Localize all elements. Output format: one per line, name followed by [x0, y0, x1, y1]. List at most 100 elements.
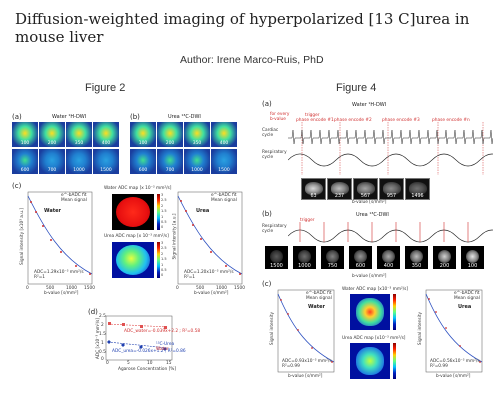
fig2-d-ytick-0: 2.5: [99, 314, 106, 319]
colorbar-tick: 0: [161, 225, 164, 230]
colorbar-tick: 3: [161, 241, 164, 245]
colorbar-tick: 0.5: [161, 220, 167, 224]
fig4-right-legend-mean: Mean signal: [454, 296, 480, 301]
fig2-agarose-plot: ADC_water=-0.039x+2.2 ; R²=0.58 ADC_urea…: [94, 314, 200, 374]
fig2-right-xlabel: b-value [s/mm²]: [194, 291, 229, 296]
fig4-cardiac-resp-timeline: [288, 122, 493, 175]
fig4-right-plot-title: Urea: [458, 304, 472, 310]
colorbar-tick: 2.5: [161, 246, 167, 251]
fig2-water-decay-svg: [27, 191, 93, 285]
fig4-cardiac-label: Cardiac cycle: [262, 128, 279, 138]
fig4-urea-decay-svg: [425, 289, 483, 373]
mri-slice: 957: [379, 178, 404, 200]
fig4-urea-adc-map: [350, 343, 390, 379]
fig2-left-xtick-3: 1500: [84, 286, 95, 291]
fig4-trigger-a: trigger: [305, 113, 320, 118]
urea-slice: 400: [377, 246, 400, 269]
dwi-tile-bvalue: 1500: [100, 168, 112, 173]
fig2-right-xtick-0: 0: [176, 286, 179, 291]
fig4-water-adc-liver: [356, 298, 384, 326]
urea-bvalue: 1500: [270, 263, 283, 269]
fig2-colorbar-top: [157, 194, 160, 230]
urea-bvalue: 600: [355, 263, 366, 269]
fig4-panel-a-label: (a): [262, 100, 272, 108]
fig2-left-legend-fit: e^-bADC fit: [61, 193, 87, 198]
fig4-water-decay-plot: e^-bADC fit Mean signal Water ADC=0.93x1…: [268, 286, 338, 382]
dwi-tile-bvalue: 200: [165, 141, 175, 146]
urea-slice: 200: [433, 246, 456, 269]
dwi-tile: 1000: [66, 149, 92, 174]
fig2-left-xtick-1: 500: [46, 286, 55, 291]
mri-slice: 63: [301, 178, 326, 200]
fig2-right-plot-title: Urea: [196, 208, 210, 214]
fig4-water-adc-map: [350, 294, 390, 330]
colorbar-tick: 1.5: [161, 209, 167, 214]
dwi-tile-bvalue: 400: [101, 141, 111, 146]
fig2-panel-b-label: (b): [130, 113, 140, 121]
fig4-resp-label-a: Respiratory cycle: [262, 150, 287, 160]
dwi-tile: 400: [93, 122, 119, 147]
fig2-urea-map-title: Urea ADC map [x 10⁻³ mm²/s]: [104, 234, 169, 239]
fig4-panel-a-title: Water ¹H-DWI: [352, 102, 387, 108]
fig4-left-r2: R²=0.99: [282, 364, 300, 369]
fig4-urea-adc-liver: [356, 347, 384, 375]
mri-bvalue: 1496: [411, 194, 424, 199]
fig2-water-adc-map: [112, 194, 154, 230]
fig4-right-legend-fit: e^-bADC fit: [454, 291, 480, 296]
mri-bvalue: 957: [386, 194, 397, 199]
fig2-left-xtick-0: 0: [26, 286, 29, 291]
colorbar-tick: 1.5: [161, 257, 167, 262]
dwi-tile-bvalue: 1500: [218, 168, 230, 173]
fig4-phase-encode-1: phase encode #1: [296, 118, 334, 123]
colorbar-tick: 2.5: [161, 198, 167, 203]
fig2-left-ylabel: Signal intensity [x10³ a.u.]: [20, 207, 26, 266]
dwi-tile-bvalue: 350: [74, 141, 84, 146]
fig2-right-legend-fit: e^-bADC fit: [211, 193, 237, 198]
urea-slice: 1000: [293, 246, 316, 269]
fig2-right-legend-mean: Mean signal: [211, 198, 237, 203]
fig4-right-xlabel: b-value [s/mm²]: [436, 374, 471, 379]
dwi-tile: 200: [157, 122, 183, 147]
colorbar-tick: 2: [161, 203, 164, 208]
figure4-heading: Figure 4: [336, 82, 377, 94]
fig2-right-xtick-3: 1500: [234, 286, 245, 291]
fig4-right-annotation: ADC=0.56x10⁻³ mm²/s: [430, 359, 480, 364]
fig4-trigger-b: trigger: [300, 218, 315, 223]
author-line: Author: Irene Marco-Ruis, PhD: [180, 54, 324, 66]
fig2-right-r2: R²=1: [184, 275, 196, 280]
fig2-left-r2: R²=1: [34, 275, 46, 280]
fig2-right-xtick-2: 1000: [216, 286, 227, 291]
dwi-tile: 350: [66, 122, 92, 147]
fig2-d-xtick-2: 10: [147, 361, 153, 366]
fig4-phase-encode-3: phase encode #3: [382, 118, 420, 123]
urea-bvalue: 200: [439, 263, 450, 269]
fig2-eq-urea: ADC_urea=-0.026x+1.2 ; R²=0.86: [112, 349, 186, 354]
dwi-tile: 600: [12, 149, 38, 174]
dwi-tile-bvalue: 100: [20, 141, 30, 146]
dwi-tile-bvalue: 700: [165, 168, 175, 173]
colorbar-tick: 1: [161, 214, 164, 219]
fig2-panel-b-title: Urea ¹³C-DWI: [168, 114, 201, 120]
fig2-water-adc-phantom: [116, 197, 150, 227]
fig2-left-annotation: ADC=1.29x10⁻³ mm²/s: [34, 270, 84, 275]
fig2-right-ylabel: Signal intensity [a.u.]: [172, 213, 178, 260]
fig4-left-xlabel: b-value [s/mm²]: [288, 374, 323, 379]
colorbar-tick: 0.5: [161, 268, 167, 272]
dwi-tile: 700: [39, 149, 65, 174]
dwi-tile-bvalue: 600: [20, 168, 30, 173]
mri-bvalue: 567: [360, 194, 371, 199]
fig4-a-xlabel: b-value [s/mm²]: [352, 200, 387, 205]
dwi-tile: 400: [211, 122, 237, 147]
mri-slice: 567: [353, 178, 378, 200]
dwi-tile-bvalue: 400: [219, 141, 229, 146]
fig2-colorbar-bottom: [157, 242, 160, 278]
fig2-left-plot-title: Water: [44, 208, 61, 214]
dwi-tile: 350: [184, 122, 210, 147]
mri-slice: 237: [327, 178, 352, 200]
fig2-d-xtick-0: 0: [106, 361, 109, 366]
urea-bvalue: 400: [383, 263, 394, 269]
urea-slice: 750: [321, 246, 344, 269]
fig4-left-ylabel: Signal intensity: [270, 311, 276, 346]
fig4-panel-c-label: (c): [262, 280, 272, 288]
fig2-urea-adc-phantom: [116, 245, 150, 275]
